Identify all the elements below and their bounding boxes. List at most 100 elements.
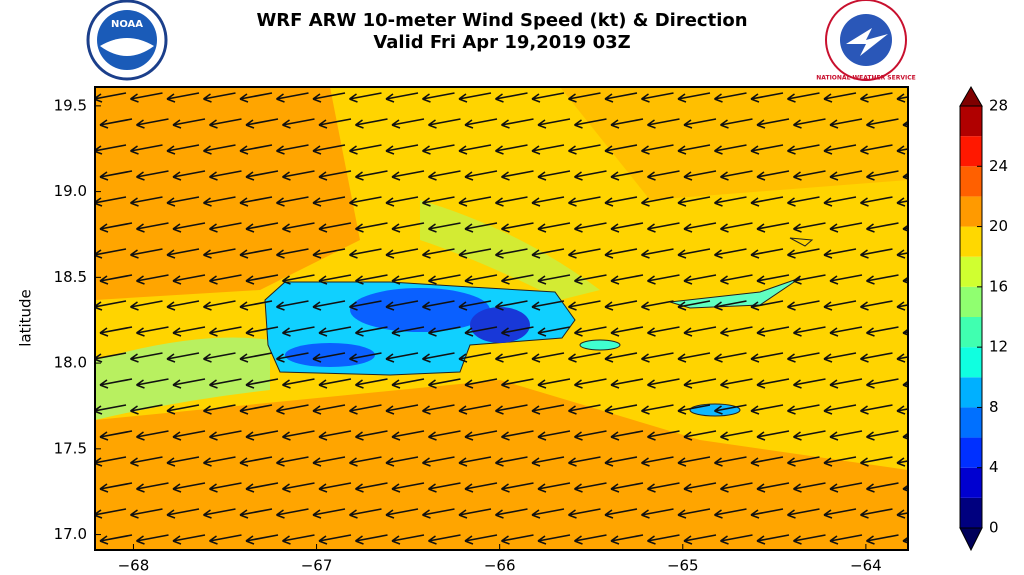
wind-arrow (866, 326, 899, 337)
wind-arrow (860, 144, 893, 155)
wind-arrow (172, 170, 206, 181)
wind-arrow (531, 144, 565, 155)
wind-arrow (568, 300, 601, 311)
x-tick-label: −67 (301, 557, 333, 575)
wind-arrow (610, 170, 644, 181)
colorbar-frame (959, 105, 983, 529)
wind-arrow (495, 196, 528, 207)
wind-arrow (355, 378, 388, 389)
wind-arrow (683, 430, 717, 441)
wind-arrow (276, 352, 309, 363)
wind-arrow (683, 170, 717, 181)
wind-arrow (896, 457, 908, 467)
wind-arrow (464, 222, 498, 233)
wind-arrow (714, 144, 747, 155)
wind-arrow (677, 248, 711, 259)
wind-arrow (860, 300, 893, 311)
wind-arrow (464, 482, 498, 493)
wind-arrow (349, 456, 382, 467)
wind-arrow (172, 274, 206, 285)
wind-arrow (130, 404, 163, 415)
wind-arrow (683, 534, 717, 545)
wind-arrow (823, 92, 857, 103)
wind-arrow (574, 430, 607, 441)
wind-arrow (574, 534, 607, 545)
wind-arrow (495, 144, 528, 155)
wind-arrow (501, 378, 534, 389)
wind-arrow (282, 222, 315, 233)
x-tick-label: −65 (667, 557, 699, 575)
wind-arrow (714, 404, 747, 415)
wind-arrow (829, 430, 863, 441)
wind-arrow (172, 430, 206, 441)
colorbar-tick-label: 20 (989, 217, 1008, 235)
wind-arrow (318, 430, 352, 441)
wind-arrow (860, 508, 893, 519)
wind-arrow (276, 196, 309, 207)
colorbar-bin (960, 317, 982, 348)
wind-arrow (829, 274, 863, 285)
wind-arrow (787, 144, 820, 155)
wind-arrow (647, 170, 680, 181)
wind-arrow (172, 222, 206, 233)
wind-arrow (245, 482, 279, 493)
wind-arrow (531, 92, 565, 103)
wind-arrow (793, 430, 826, 441)
wind-arrow (574, 118, 607, 129)
wind-arrow (130, 300, 163, 311)
wind-arrow (99, 274, 133, 285)
wind-arrow (349, 144, 382, 155)
wind-arrow (99, 378, 133, 389)
wind-arrow (568, 404, 601, 415)
wind-arrow (385, 196, 419, 207)
wind-arrow (829, 326, 863, 337)
wind-arrow (312, 404, 346, 415)
wind-arrow (349, 248, 382, 259)
wind-arrow (355, 430, 388, 441)
y-tick-label: 17.5 (54, 439, 87, 457)
wind-arrow (385, 352, 419, 363)
wind-arrow (756, 430, 790, 441)
subtitle: Valid Fri Apr 19,2019 03Z (373, 32, 630, 53)
wind-arrow (896, 405, 908, 415)
wind-arrow (756, 482, 790, 493)
wind-arrow (866, 482, 899, 493)
wind-arrow (495, 404, 528, 415)
wind-arrow (610, 222, 644, 233)
wind-arrow (276, 92, 309, 103)
wind-arrow (501, 534, 534, 545)
wind-arrow (793, 170, 826, 181)
wind-arrow (604, 508, 638, 519)
wind-arrow (896, 197, 908, 207)
wind-arrow (458, 456, 492, 467)
wind-arrow (136, 534, 169, 545)
wind-arrow (714, 92, 747, 103)
wind-arrow (574, 482, 607, 493)
wind-arrow (756, 378, 790, 389)
colorbar-bin (960, 106, 982, 137)
wind-arrow (793, 274, 826, 285)
wind-arrow (641, 352, 674, 363)
wind-arrow (458, 144, 492, 155)
title: WRF ARW 10-meter Wind Speed (kt) & Direc… (256, 10, 747, 31)
colorbar-bin (960, 196, 982, 227)
wind-arrow (829, 118, 863, 129)
wind-arrow (641, 144, 674, 155)
wind-arrow (209, 378, 242, 389)
wind-arrow (829, 170, 863, 181)
wind-arrow (276, 456, 309, 467)
wind-arrow (130, 456, 163, 467)
colorbar-bin (960, 136, 982, 167)
wind-arrow (647, 274, 680, 285)
wind-arrow (245, 534, 279, 545)
wind-arrow (136, 430, 169, 441)
wind-arrow (391, 534, 425, 545)
wind-arrow (349, 508, 382, 519)
wind-arrow (750, 196, 784, 207)
wind-arrow (209, 326, 242, 337)
wind-arrow (172, 118, 206, 129)
wind-arrow (172, 326, 206, 337)
wind-arrow (312, 508, 346, 519)
wind-arrow (829, 378, 863, 389)
wind-arrow (531, 404, 565, 415)
